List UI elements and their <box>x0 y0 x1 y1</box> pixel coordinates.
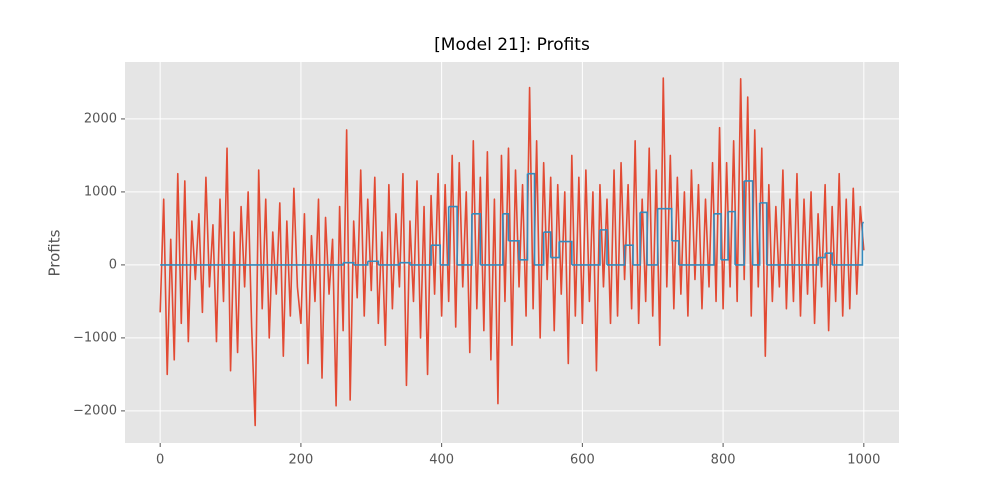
step-segment <box>678 213 715 266</box>
x-tick-label: 600 <box>570 453 595 468</box>
y-tick-label: −2000 <box>73 403 117 418</box>
step-segment <box>353 261 369 266</box>
step-segment <box>480 213 504 266</box>
step-segment <box>720 211 729 261</box>
step-segment <box>378 262 401 266</box>
grid: 0 200 400 600 800 1000 −2000 −1000 0 1000 2000 <box>73 62 899 468</box>
step-segment <box>825 252 833 265</box>
step-segment <box>832 222 864 266</box>
marks <box>159 77 865 427</box>
step-segment <box>766 257 819 266</box>
line-series <box>159 77 865 427</box>
step-segment <box>744 180 754 265</box>
y-tick-label: 0 <box>109 257 117 272</box>
step-segment <box>759 202 768 265</box>
step-segment <box>571 229 601 266</box>
x-tick-label: 200 <box>288 453 313 468</box>
step-segment <box>657 207 673 241</box>
step-segment <box>728 210 736 265</box>
step-segment <box>633 212 641 266</box>
x-tick-label: 800 <box>711 453 736 468</box>
y-tick-label: 2000 <box>84 111 117 126</box>
step-segment <box>431 244 442 265</box>
step-segment <box>599 229 608 265</box>
step-segment <box>448 205 458 265</box>
step-segment <box>502 213 510 241</box>
x-tick-label: 0 <box>156 453 164 468</box>
step-segment <box>606 245 626 266</box>
x-tick-label: 400 <box>429 453 454 468</box>
step-segment <box>671 240 680 265</box>
y-tick-label: −1000 <box>73 330 117 345</box>
step-segment <box>519 173 529 261</box>
step-segment <box>534 232 545 266</box>
x-tick-label: 1000 <box>847 453 880 468</box>
step-segment <box>735 180 745 266</box>
step-segment <box>550 241 560 259</box>
step-segment <box>409 245 432 266</box>
step-segment <box>543 231 552 258</box>
step-segment <box>640 211 648 265</box>
step-segment <box>471 213 482 265</box>
step-segment <box>713 213 722 260</box>
y-tick-label: 1000 <box>84 184 117 199</box>
chart-title: [Model 21]: Profits <box>434 35 590 55</box>
step-segment <box>647 208 659 266</box>
step-segment <box>818 253 826 259</box>
step-segment <box>367 260 380 265</box>
y-axis-label: Profits <box>46 229 64 276</box>
step-segment <box>559 240 573 265</box>
step-segment <box>457 213 473 266</box>
step-segment <box>624 244 634 265</box>
step-segment <box>440 206 450 266</box>
step-segment <box>527 172 536 265</box>
step-segment <box>160 262 344 266</box>
step-segment <box>752 202 761 266</box>
step-segment <box>508 240 520 260</box>
